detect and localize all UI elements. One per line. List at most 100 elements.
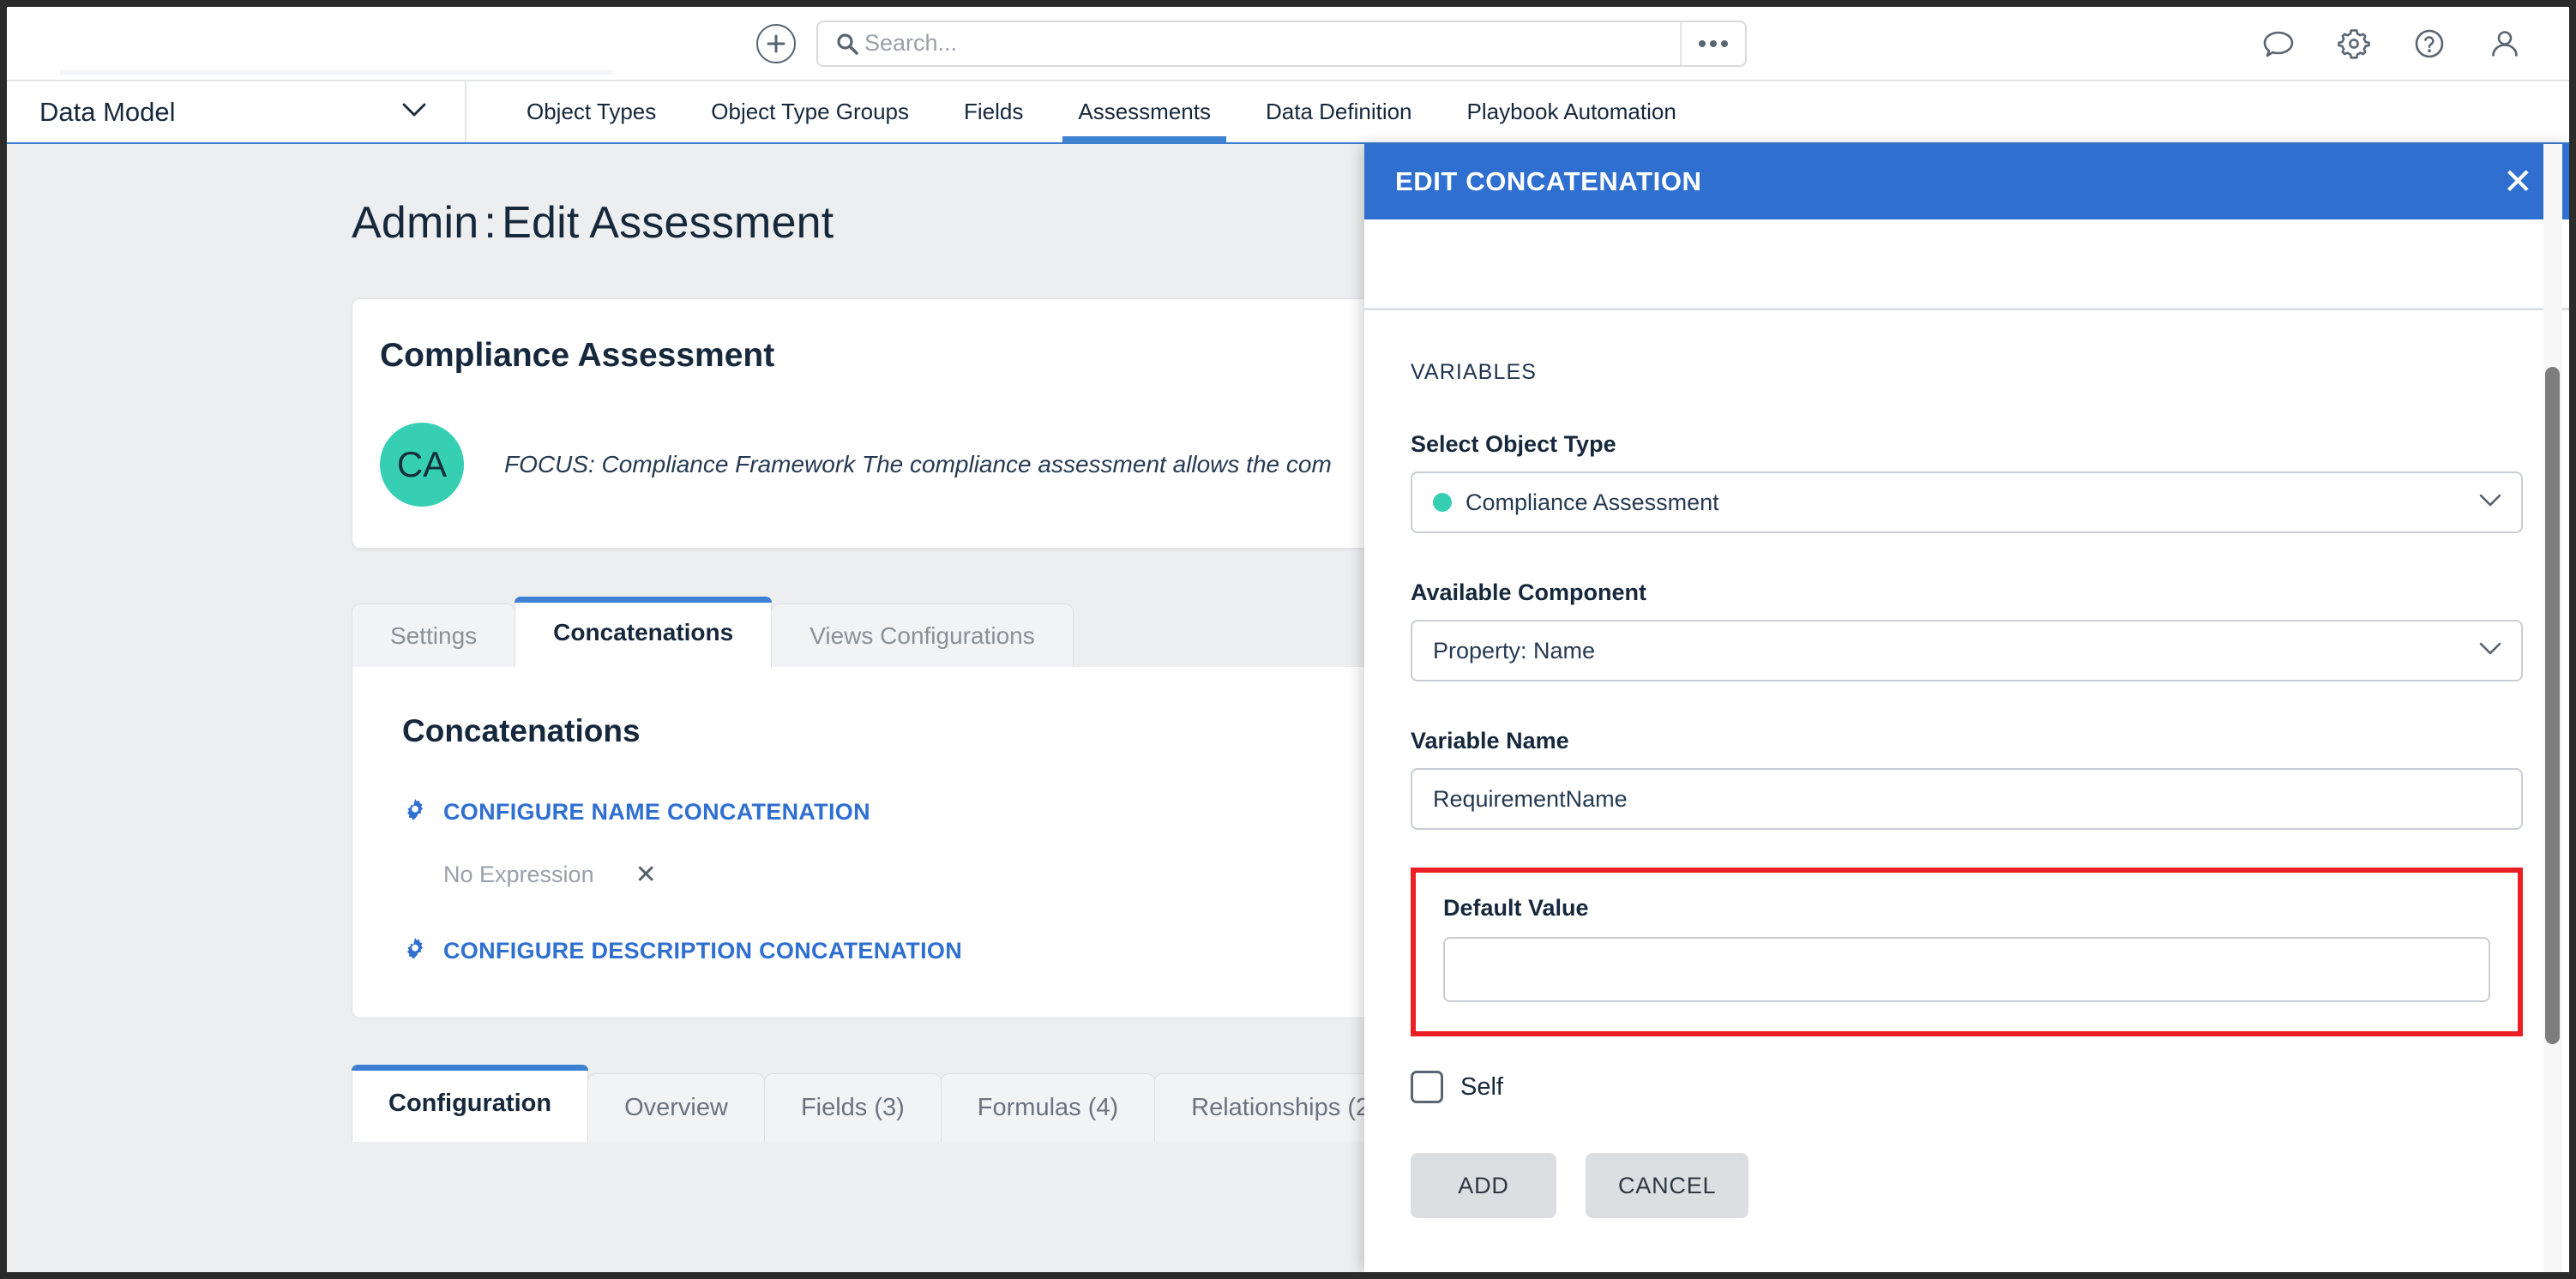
top-bar xyxy=(7,7,2569,81)
available-component-value: Property: Name xyxy=(1433,637,1596,664)
add-button[interactable] xyxy=(756,23,796,63)
close-x-icon[interactable]: ✕ xyxy=(635,860,657,889)
detail-tab-label: Fields (3) xyxy=(800,1094,905,1121)
available-component-label: Available Component xyxy=(1411,579,1647,605)
variables-section-label: VARIABLES xyxy=(1411,360,1537,384)
tab-label: Settings xyxy=(390,621,478,649)
assessment-card-title: Compliance Assessment xyxy=(380,337,775,374)
search-bar[interactable] xyxy=(816,20,1747,67)
object-type-color-dot xyxy=(1433,493,1452,512)
nav-tab-label: Playbook Automation xyxy=(1466,99,1676,124)
section-tabs: Settings Concatenations Views Configurat… xyxy=(352,597,1947,667)
decorative-line xyxy=(60,70,613,75)
topbar-actions xyxy=(2260,26,2569,62)
ellipsis-dot xyxy=(1710,39,1717,47)
variable-name-value: RequirementName xyxy=(1433,785,1628,812)
detail-tabs: Configuration Overview Fields (3) Formul… xyxy=(352,1065,1947,1142)
nav-tab-object-type-groups[interactable]: Object Type Groups xyxy=(683,81,936,142)
topbar-center xyxy=(363,20,2260,67)
page-title-prefix: Admin xyxy=(352,198,479,248)
configure-name-concatenation-label: CONFIGURE NAME CONCATENATION xyxy=(443,799,870,825)
tab-label: Concatenations xyxy=(553,618,734,646)
navigation-bar: Data Model Object Types Object Type Grou… xyxy=(7,81,2569,144)
configure-description-concatenation-link[interactable]: CONFIGURE DESCRIPTION CONCATENATION xyxy=(352,936,1946,966)
assessment-card-row: CA FOCUS: Compliance Framework The compl… xyxy=(352,423,1946,507)
tab-concatenations[interactable]: Concatenations xyxy=(515,597,773,667)
detail-tab-label: Relationships (2 xyxy=(1191,1094,1370,1121)
module-selector-label: Data Model xyxy=(39,96,176,127)
self-checkbox-row: Self xyxy=(1411,1071,2523,1103)
nav-tab-object-types[interactable]: Object Types xyxy=(499,81,683,142)
chevron-down-icon xyxy=(401,102,427,122)
avatar: CA xyxy=(380,423,464,507)
add-button[interactable]: ADD xyxy=(1411,1153,1556,1218)
topbar-left-pane xyxy=(7,7,613,80)
modal-body: VARIABLES Select Object Type Compliance … xyxy=(1364,219,2569,1272)
configure-name-concatenation-link[interactable]: CONFIGURE NAME CONCATENATION xyxy=(352,797,1946,827)
chevron-down-icon xyxy=(2478,641,2502,660)
default-value-highlight: Default Value xyxy=(1411,868,2523,1036)
nav-tab-label: Fields xyxy=(964,99,1024,124)
configure-description-concatenation-label: CONFIGURE DESCRIPTION CONCATENATION xyxy=(443,938,963,964)
detail-tab-label: Formulas (4) xyxy=(977,1094,1119,1121)
available-component-dropdown[interactable]: Property: Name xyxy=(1411,620,2523,682)
nav-tab-label: Data Definition xyxy=(1265,99,1412,124)
chevron-down-icon xyxy=(2478,493,2502,512)
select-object-type-value: Compliance Assessment xyxy=(1466,489,1719,515)
variable-name-label: Variable Name xyxy=(1411,728,1569,754)
ellipsis-dot xyxy=(1721,39,1728,47)
nav-tab-playbook-automation[interactable]: Playbook Automation xyxy=(1440,81,1704,142)
field-select-object-type: Select Object Type Compliance Assessment xyxy=(1411,431,2523,533)
nav-tab-label: Object Types xyxy=(527,99,657,124)
detail-tab-formulas[interactable]: Formulas (4) xyxy=(940,1073,1156,1142)
select-object-type-value-wrap: Compliance Assessment xyxy=(1433,489,2478,516)
detail-tab-fields[interactable]: Fields (3) xyxy=(763,1073,942,1142)
modal-buttons: ADD CANCEL xyxy=(1411,1153,2523,1218)
search-input[interactable] xyxy=(864,21,1680,65)
chat-icon[interactable] xyxy=(2260,26,2296,62)
default-value-label: Default Value xyxy=(1443,895,1589,921)
cancel-button[interactable]: CANCEL xyxy=(1586,1153,1749,1218)
self-checkbox[interactable] xyxy=(1411,1071,1443,1103)
default-value-input[interactable] xyxy=(1443,937,2490,1002)
user-icon[interactable] xyxy=(2487,26,2523,62)
assessment-description: FOCUS: Compliance Framework The complian… xyxy=(504,451,1332,477)
nav-tab-label: Object Type Groups xyxy=(711,99,910,124)
nav-tab-label: Assessments xyxy=(1078,99,1211,124)
nav-tab-fields[interactable]: Fields xyxy=(936,81,1050,142)
close-icon[interactable]: ✕ xyxy=(2502,161,2533,201)
help-icon[interactable] xyxy=(2411,26,2447,62)
no-expression-label: No Expression xyxy=(443,862,594,887)
field-available-component: Available Component Property: Name xyxy=(1411,579,2523,682)
nav-tabs: Object Types Object Type Groups Fields A… xyxy=(466,81,1704,142)
modal-scrollbar-thumb[interactable] xyxy=(2545,367,2560,1044)
module-selector[interactable]: Data Model xyxy=(7,81,466,142)
tab-views-configurations[interactable]: Views Configurations xyxy=(771,603,1074,667)
select-object-type-label: Select Object Type xyxy=(1411,431,1616,457)
nav-tab-data-definition[interactable]: Data Definition xyxy=(1238,81,1440,142)
modal-header: EDIT CONCATENATION ✕ xyxy=(1364,144,2569,219)
modal-divider xyxy=(1364,308,2569,310)
panel-heading: Concatenations xyxy=(402,713,641,748)
nav-tab-assessments[interactable]: Assessments xyxy=(1050,81,1238,142)
detail-tab-label: Overview xyxy=(624,1094,728,1121)
search-more-button[interactable] xyxy=(1680,21,1745,65)
variable-name-input[interactable]: RequirementName xyxy=(1411,768,2523,830)
self-checkbox-label: Self xyxy=(1460,1072,1503,1101)
edit-concatenation-modal: EDIT CONCATENATION ✕ VARIABLES Select Ob… xyxy=(1364,144,2569,1272)
plus-circle-icon xyxy=(765,33,787,55)
gear-icon xyxy=(402,797,428,827)
detail-tab-overview[interactable]: Overview xyxy=(587,1073,765,1142)
tab-label: Views Configurations xyxy=(810,621,1035,649)
modal-title: EDIT CONCATENATION xyxy=(1395,166,1702,196)
no-expression-row: No Expression ✕ xyxy=(352,862,1946,888)
select-object-type-dropdown[interactable]: Compliance Assessment xyxy=(1411,471,2523,533)
field-variable-name: Variable Name RequirementName xyxy=(1411,728,2523,830)
page-title: Admin: Edit Assessment xyxy=(352,197,2569,249)
gear-icon[interactable] xyxy=(2336,26,2372,62)
page-title-main: Edit Assessment xyxy=(502,198,834,248)
ellipsis-dot xyxy=(1699,39,1706,47)
detail-tab-configuration[interactable]: Configuration xyxy=(352,1065,589,1142)
tab-settings[interactable]: Settings xyxy=(352,603,516,667)
gear-icon xyxy=(402,936,428,966)
